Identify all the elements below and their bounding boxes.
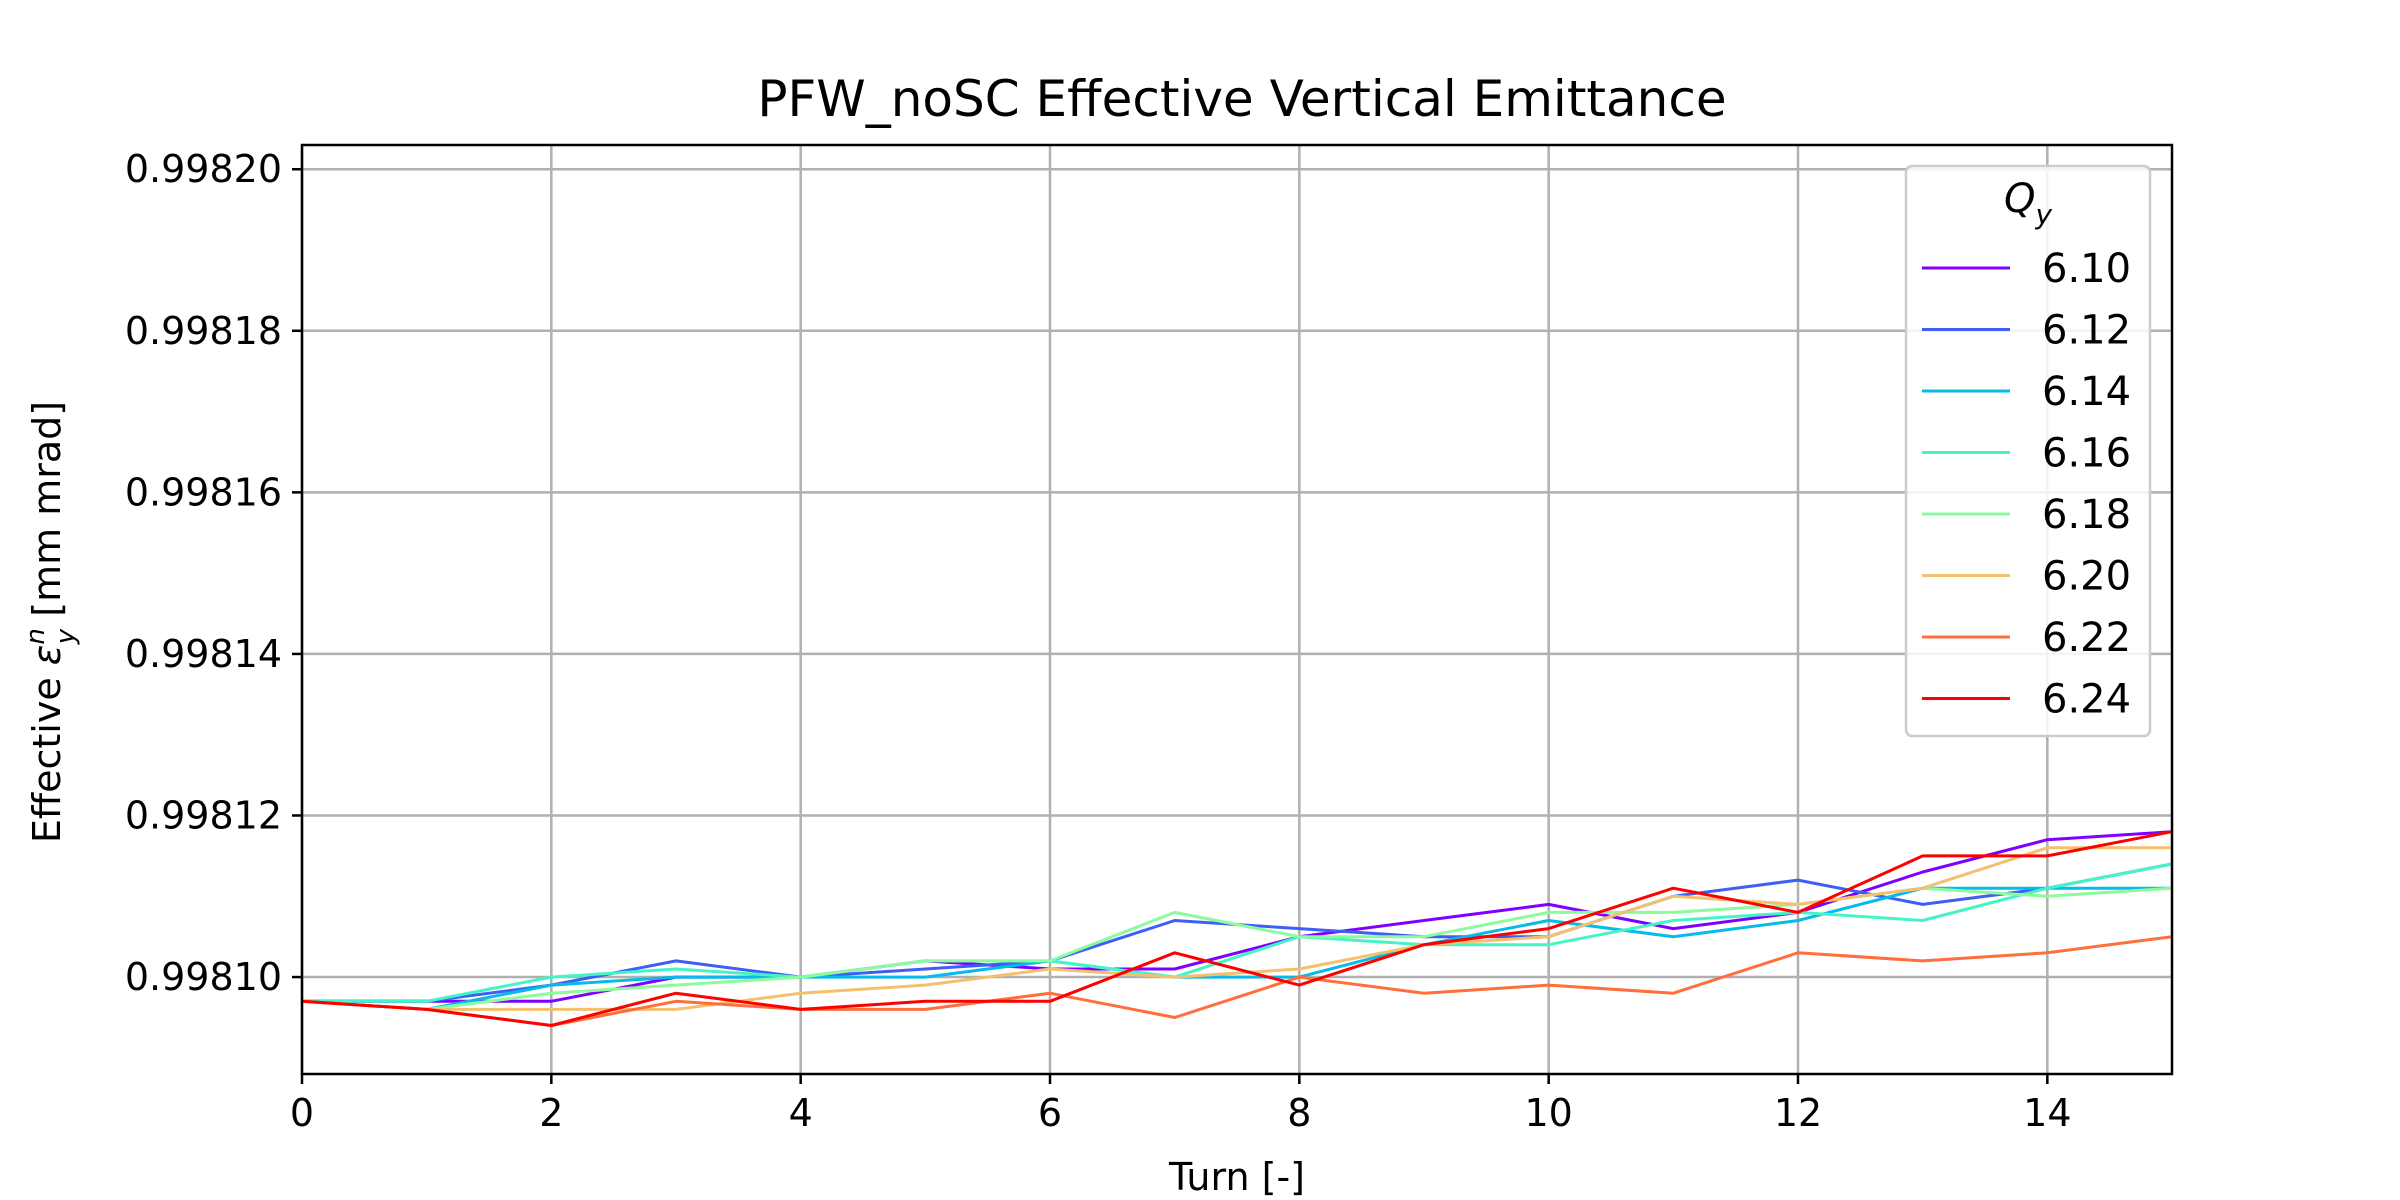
y-axis-label-sub: y [51, 628, 81, 645]
legend-items: 6.10 6.12 6.14 6.16 6.18 6.20 6.22 6.24 [1922, 246, 2131, 723]
y-axis-label-sup: n [21, 628, 51, 644]
legend-label-6.20: 6.20 [2042, 554, 2131, 600]
y-axis-label-prefix: Effective [25, 665, 69, 843]
legend-label-6.14: 6.14 [2042, 369, 2131, 415]
series-group [301, 830, 2173, 1027]
x-axis-label: Turn [-] [1168, 1155, 1305, 1199]
x-tick-label: 6 [1038, 1091, 1062, 1135]
y-axis: 0.99810 0.99812 0.99814 0.99816 0.99818 0.998… [125, 147, 302, 999]
legend-label-6.22: 6.22 [2042, 615, 2131, 661]
x-tick-label: 10 [1524, 1091, 1572, 1135]
y-tick-label: 0.99818 [125, 309, 282, 353]
x-axis: 0 2 4 6 8 10 12 14 [290, 1074, 2072, 1135]
series-line-6.18 [301, 886, 2173, 1011]
legend-label-6.12: 6.12 [2042, 308, 2131, 354]
legend-label-6.16: 6.16 [2042, 431, 2131, 477]
x-tick-label: 14 [2023, 1091, 2071, 1135]
y-tick-label: 0.99812 [125, 793, 282, 837]
legend-title-main: Q [2004, 176, 2035, 222]
legend-title-sub: y [2034, 198, 2052, 231]
chart-title: PFW_noSC Effective Vertical Emittance [757, 70, 1726, 128]
x-tick-label: 8 [1287, 1091, 1311, 1135]
legend: Qy 6.10 6.12 6.14 6.16 6.18 6.20 6.22 6.24 [1904, 164, 2152, 738]
series-line-6.22 [301, 935, 2173, 1027]
y-axis-label-symbol: ε [25, 645, 69, 666]
x-tick-label: 2 [539, 1091, 563, 1135]
grid [300, 145, 2172, 1074]
legend-title: Qy [2004, 176, 2052, 231]
y-tick-label: 0.99810 [125, 955, 282, 999]
legend-label-6.24: 6.24 [2042, 677, 2131, 723]
series-line-6.16 [302, 862, 2173, 1003]
y-axis-label: Effective εny [mm mrad] [21, 401, 81, 843]
series-line-6.24 [301, 830, 2173, 1027]
plot-area-frame [300, 143, 2174, 1076]
y-tick-label: 0.99816 [125, 470, 282, 514]
x-tick-label: 4 [789, 1091, 813, 1135]
legend-label-6.10: 6.10 [2042, 246, 2131, 292]
series-line-6.14 [301, 886, 2172, 1011]
x-tick-label: 12 [1774, 1091, 1822, 1135]
legend-box [1904, 164, 2152, 738]
y-axis-label-suffix: [mm mrad] [25, 401, 69, 629]
y-tick-label: 0.99814 [125, 632, 282, 676]
y-tick-label: 0.99820 [125, 147, 282, 191]
series-line-6.12 [302, 862, 2173, 1003]
legend-label-6.18: 6.18 [2042, 492, 2131, 538]
series-line-6.20 [301, 846, 2172, 1011]
x-tick-label: 0 [290, 1091, 314, 1135]
